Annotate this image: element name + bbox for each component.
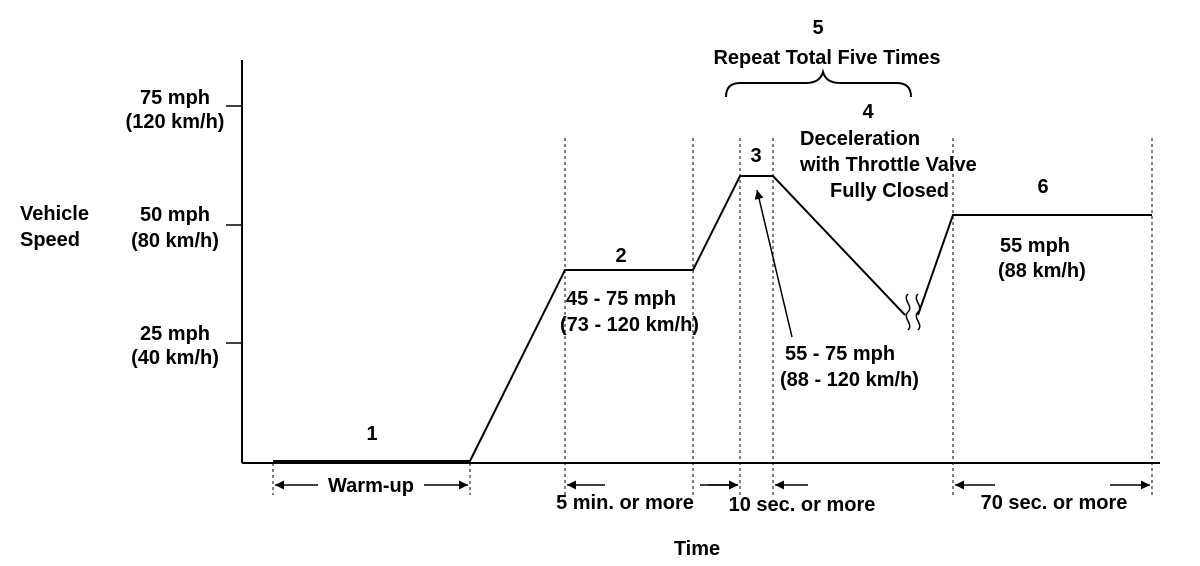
warmup-label: Warm-up [328,475,414,497]
d2-label: 5 min. or more [556,492,694,514]
decel-label-line2: with Throttle Valve [799,154,977,176]
y-tick-label-50-mph: 50 mph [140,204,210,226]
speed-profile-main [273,175,906,462]
break-mark-1 [905,293,911,331]
y-tick-label-25-kmh: (40 km/h) [131,347,219,369]
speed6-kmh: (88 km/h) [998,260,1086,282]
decel-label-line3: Fully Closed [830,180,949,202]
y-tick-label-75-kmh: (120 km/h) [126,111,225,133]
decel-label-line1: Deceleration [800,128,920,150]
y-axis-label-line2: Speed [20,229,80,251]
repeat-brace [725,68,912,98]
d6-label: 70 sec. or more [981,492,1128,514]
speed-profile-final [917,214,1152,316]
step-6-label: 6 [1037,176,1048,198]
d3-label: 10 sec. or more [729,494,876,516]
y-tick-label-50-kmh: (80 km/h) [131,230,219,252]
speed6-mph: 55 mph [1000,235,1070,257]
break-mark-2 [915,293,921,331]
step-5-label: 5 [812,17,823,39]
y-tick-label-25-mph: 25 mph [140,323,210,345]
range2-mph: 45 - 75 mph [566,288,676,310]
step-4-label: 4 [862,101,874,123]
step-3-label: 3 [750,145,761,167]
y-tick-label-75-mph: 75 mph [140,87,210,109]
range2-kmh: (73 - 120 km/h) [560,314,699,336]
step-2-label: 2 [615,245,626,267]
range3-mph: 55 - 75 mph [785,343,895,365]
repeat-label: Repeat Total Five Times [713,47,940,69]
range3-pointer-arrow [754,189,793,338]
y-axis-label-line1: Vehicle [20,203,89,225]
x-axis-label: Time [674,538,720,560]
range3-kmh: (88 - 120 km/h) [780,369,919,391]
step-1-label: 1 [366,423,377,445]
